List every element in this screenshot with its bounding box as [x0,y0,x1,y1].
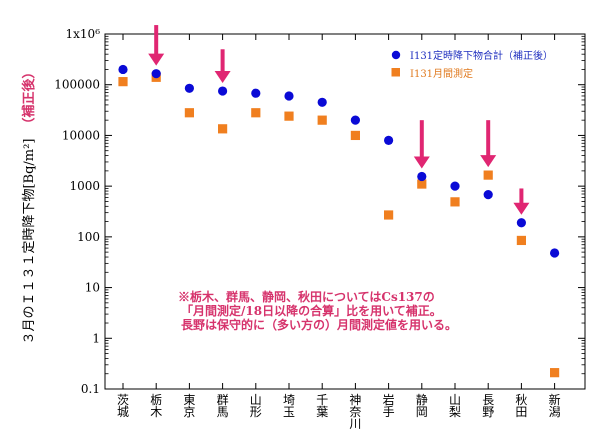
data-point-square [350,130,360,141]
data-point-square [284,111,294,121]
y-tick-label: 1000 [69,179,100,193]
data-point-square [417,179,427,189]
arrow-icon [413,120,430,169]
y-axis-label-note: （補正後） [21,65,37,130]
arrow-icon [214,49,231,84]
data-point-circle [184,83,194,93]
data-point-square [384,210,394,220]
annotation-line-3: 長野は保守的に（多い方の）月間測定値を用いる。 [181,317,457,332]
data-point-circle [284,91,294,101]
data-point-square [184,108,194,118]
data-point-square [317,115,327,125]
legend: I131定時降下物合計（補正後） I131月間測定 [391,49,553,80]
data-point-square [251,108,261,118]
data-point-square [550,368,560,378]
data-point-circle [218,86,228,96]
arrow-icon [513,188,530,215]
data-point-square [218,124,228,134]
y-tick-label: 100000 [54,78,100,92]
data-point-square [483,170,493,180]
x-category-label: 埼玉 [283,393,295,419]
y-tick-label: 10 [85,281,100,295]
data-point-circle [251,88,261,98]
x-category-label: 長野 [482,393,494,419]
legend-label-series-1: I131月間測定 [410,67,473,80]
annotation-note: ※栃木、群馬、静岡、秋田についてはCs137の 「月間測定/18日以降の合算」比… [178,289,457,332]
data-point-circle [118,64,128,75]
x-category-label: 山形 [250,393,262,419]
x-category-label: 茨城 [117,393,129,419]
data-point-square [450,197,460,207]
data-point-circle [417,171,427,182]
data-point-circle [516,218,527,228]
data-point-circle [550,248,560,258]
arrow-icon [148,25,165,66]
y-tick-label: 1x10⁶ [66,27,101,41]
x-category-label: 神奈川 [349,393,361,431]
x-category-label: 東京 [183,393,195,419]
x-category-label: 栃木 [150,393,162,419]
x-category-label: 秋田 [515,393,527,419]
y-axis-label-group: ３月のＩ１３１定時降下物[Bq/m²] （補正後） [21,65,37,344]
plot-frame [104,33,586,390]
y-tick-label: 0.1 [81,382,100,396]
data-point-circle [450,181,460,191]
x-category-label: 新潟 [549,392,561,419]
legend-marker-blue [391,50,401,60]
data-point-square [118,77,128,87]
x-category-label: 岩手 [383,392,395,419]
data-point-circle [350,115,360,125]
legend-marker-orange [391,68,400,77]
arrows [148,25,530,215]
x-category-label: 群馬 [217,393,229,419]
x-category-label: 静岡 [416,393,428,419]
y-axis-label-text: ３月のＩ１３１定時降下物[Bq/m²] [22,139,37,345]
y-tick-label: 10000 [62,128,100,142]
arrow-icon [480,120,497,168]
x-category-label: 山梨 [449,393,461,419]
data-point-circle [483,190,493,200]
data-point-circle [317,97,327,107]
y-axis-ticks: 0.1 1 10 100 1000 10000 100000 1x10⁶ [54,27,585,396]
annotation-line-1: ※栃木、群馬、静岡、秋田についてはCs137の [178,289,435,304]
data-point-square [516,235,526,246]
data-point-circle [384,135,394,145]
x-category-label: 千葉 [316,393,328,419]
data-point-circle [151,69,161,79]
y-tick-label: 1 [92,331,100,345]
y-axis-label: ３月のＩ１３１定時降下物[Bq/m²] （補正後） [21,65,37,344]
annotation-line-2: 「月間測定/18日以降の合算」比を用いて補正。 [181,303,442,318]
y-tick-label: 100 [77,230,100,244]
data-points [118,64,560,378]
legend-label-series-0: I131定時降下物合計（補正後） [410,49,553,62]
